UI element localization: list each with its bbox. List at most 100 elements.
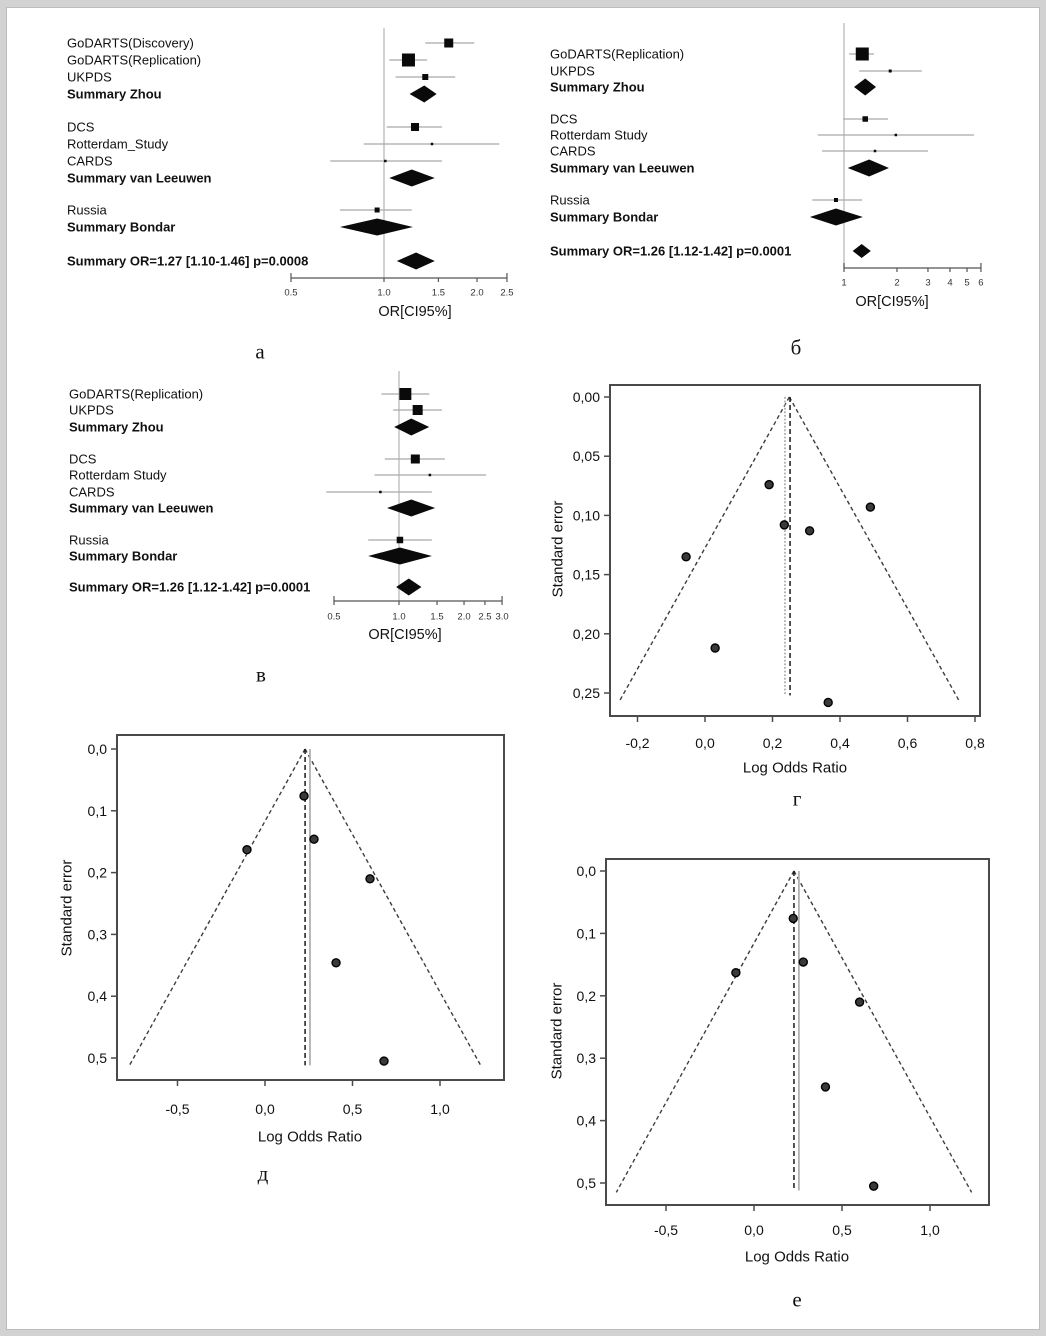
figure-sheet: GoDARTS(Discovery) GoDARTS(Replication) UK… <box>6 7 1040 1330</box>
x-tick-label: 0,2 <box>763 735 783 751</box>
study-label: Summary van Leeuwen <box>69 501 214 516</box>
study-point <box>868 1181 879 1191</box>
x-tick-label: 0,5 <box>343 1101 363 1117</box>
study-label: Summary Bondar <box>67 220 175 235</box>
effect-square <box>422 74 429 80</box>
study-point <box>865 502 876 512</box>
panel-label-e: е <box>792 1287 802 1312</box>
tick-label: 1.0 <box>377 288 390 299</box>
tick-label: 1.5 <box>430 612 443 623</box>
y-tick-label: 0,25 <box>573 685 600 701</box>
y-tick-label: 0,20 <box>573 626 600 642</box>
axis-title: OR[CI95%] <box>368 627 441 643</box>
study-label: GoDARTS(Replication) <box>550 47 684 62</box>
study-point <box>798 957 808 967</box>
x-tick-label: 0,5 <box>832 1222 852 1238</box>
y-tick-label: 0,4 <box>88 988 108 1004</box>
study-point <box>710 643 720 653</box>
x-tick-label: -0,5 <box>654 1222 678 1238</box>
y-tick-label: 0,1 <box>88 803 108 819</box>
study-point <box>309 834 319 844</box>
effect-square <box>411 123 420 131</box>
summary-diamond <box>396 252 435 270</box>
forest-plot-a: GoDARTS(Discovery) GoDARTS(Replication) UK… <box>67 28 514 320</box>
x-axis-title: Log Odds Ratio <box>258 1129 362 1146</box>
y-axis-title: Standard error <box>549 983 566 1080</box>
tick-label: 2 <box>894 278 899 289</box>
summary-text: Summary OR=1.27 [1.10-1.46] p=0.0008 <box>67 254 308 269</box>
subgroup-diamond <box>409 85 437 103</box>
study-label: CARDS <box>69 485 115 500</box>
tick-label: 6 <box>978 278 983 289</box>
effect-square <box>399 388 412 400</box>
axis-title: OR[CI95%] <box>855 294 928 310</box>
study-label: Summary Bondar <box>69 549 177 564</box>
study-label: Summary Bondar <box>550 210 658 225</box>
study-label: DCS <box>69 452 97 467</box>
study-point <box>764 479 774 490</box>
x-tick-label: -0,2 <box>625 735 649 751</box>
tick-label: 5 <box>964 278 969 289</box>
axis-title: OR[CI95%] <box>378 304 451 320</box>
study-point <box>681 552 691 562</box>
funnel-left-bound <box>615 870 795 1193</box>
tick-label: 3 <box>925 278 930 289</box>
effect-square <box>428 473 432 477</box>
tick-label: 1.5 <box>432 288 445 299</box>
x-tick-label: -0,5 <box>165 1101 189 1117</box>
x-tick-label: 1,0 <box>920 1222 940 1238</box>
subgroup-diamond <box>854 78 877 96</box>
subgroup-diamond <box>394 418 430 436</box>
study-label: Rotterdam Study <box>550 128 648 143</box>
study-point <box>379 1056 389 1066</box>
y-tick-label: 0,0 <box>577 863 597 879</box>
study-label: GoDARTS(Replication) <box>67 53 201 68</box>
x-tick-label: 0,4 <box>830 735 850 751</box>
forest-plot-v: GoDARTS(Replication)UKPDS Summary Zhou DCS… <box>69 371 509 643</box>
tick-label: 2.0 <box>457 612 470 623</box>
study-point <box>331 958 341 968</box>
effect-square <box>855 47 869 61</box>
study-label: DCS <box>550 112 578 127</box>
tick-label: 4 <box>947 278 952 289</box>
summary-text: Summary OR=1.26 [1.12-1.42] p=0.0001 <box>550 244 791 259</box>
x-tick-label: 0,0 <box>255 1101 275 1117</box>
study-label: CARDS <box>550 144 596 159</box>
plot-frame <box>609 384 981 717</box>
plot-frame <box>116 734 505 1081</box>
tick-label: 0.5 <box>327 612 340 623</box>
tick-label: 2.5 <box>478 612 491 623</box>
effect-square <box>430 142 434 146</box>
subgroup-diamond <box>847 159 889 177</box>
study-label: Summary van Leeuwen <box>550 161 695 176</box>
tick-label: 0.5 <box>284 288 297 299</box>
x-tick-label: 0,0 <box>744 1222 764 1238</box>
y-axis-title: Standard error <box>59 860 76 957</box>
x-tick-label: 0,6 <box>898 735 918 751</box>
effect-square <box>833 198 838 202</box>
study-label: GoDARTS(Replication) <box>69 387 203 402</box>
study-label: UKPDS <box>67 70 112 85</box>
effect-square <box>374 207 380 213</box>
y-tick-label: 0,2 <box>577 988 597 1004</box>
tick-label: 1.0 <box>392 612 405 623</box>
study-point <box>820 1082 831 1092</box>
study-label: Summary Zhou <box>550 80 645 95</box>
tick-label: 2.5 <box>500 288 513 299</box>
subgroup-diamond <box>339 218 413 236</box>
study-point <box>823 697 833 708</box>
subgroup-diamond <box>389 169 435 187</box>
effect-square <box>401 53 415 67</box>
study-label: Rotterdam Study <box>69 468 167 483</box>
study-label: Rotterdam_Study <box>67 137 169 152</box>
tick-label: 3.0 <box>495 612 508 623</box>
panel-label-d: д <box>257 1161 269 1186</box>
x-tick-label: 0,0 <box>695 735 715 751</box>
study-point <box>365 874 375 884</box>
effect-square <box>873 149 877 153</box>
funnel-plot-e: 0,0 0,1 0,2 0,3 0,4 0,5 -0,5 0,0 0,5 1,0 Standard … <box>549 858 990 1266</box>
study-point <box>242 845 252 855</box>
y-tick-label: 0,0 <box>88 741 108 757</box>
study-point <box>804 526 815 536</box>
